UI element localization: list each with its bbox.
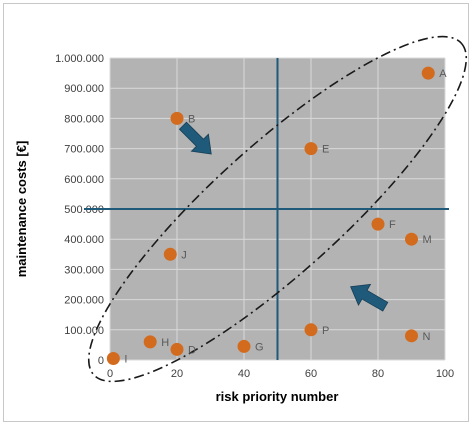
point-label-h: H (161, 337, 169, 349)
scatter-chart: 0100.000200.000300.000400.000500.000600.… (14, 35, 468, 404)
data-point-d (170, 342, 184, 356)
y-axis-title: maintenance costs [€] (14, 141, 29, 278)
point-label-b: B (188, 113, 195, 125)
point-label-a: A (439, 68, 447, 80)
up-left-arrow-icon (350, 283, 389, 312)
data-point-m (405, 232, 418, 246)
diagonal-ellipse (87, 35, 468, 383)
y-tick-label: 900.000 (64, 83, 104, 95)
point-label-m: M (423, 234, 432, 246)
data-point-g (237, 339, 251, 353)
point-label-g: G (255, 341, 264, 353)
x-tick-label: 20 (171, 368, 183, 380)
y-tick-label: 600.000 (64, 174, 104, 186)
y-tick-label: 200.000 (64, 295, 104, 307)
y-tick-label: 300.000 (64, 264, 104, 276)
y-tick-label: 700.000 (64, 144, 104, 156)
x-axis-title: risk priority number (216, 389, 339, 404)
data-point-b (170, 111, 184, 125)
x-tick-label: 40 (238, 368, 250, 380)
x-tick-label: 80 (372, 368, 384, 380)
data-point-e (304, 142, 318, 156)
point-label-j: J (181, 249, 187, 261)
x-tick-label: 0 (107, 368, 113, 380)
point-label-f: F (389, 219, 396, 231)
point-label-d: D (188, 344, 196, 356)
y-tick-label: 0 (98, 355, 104, 367)
data-point-a (421, 66, 435, 80)
x-tick-label: 100 (436, 368, 454, 380)
chart-frame: 0100.000200.000300.000400.000500.000600.… (3, 3, 469, 422)
down-right-arrow-icon (178, 121, 212, 155)
data-point-h (143, 335, 157, 349)
y-tick-label: 1.000.000 (55, 53, 104, 65)
x-tick-label: 60 (305, 368, 317, 380)
data-point-p (304, 323, 318, 337)
data-point-j (163, 247, 177, 261)
data-point-f (371, 217, 385, 231)
point-label-e: E (322, 144, 329, 156)
point-label-p: P (322, 325, 329, 337)
y-tick-label: 800.000 (64, 113, 104, 125)
data-point-n (405, 329, 418, 343)
point-label-i: I (124, 353, 127, 365)
y-tick-label: 400.000 (64, 234, 104, 246)
point-label-n: N (423, 331, 431, 343)
data-point-i (106, 351, 120, 365)
